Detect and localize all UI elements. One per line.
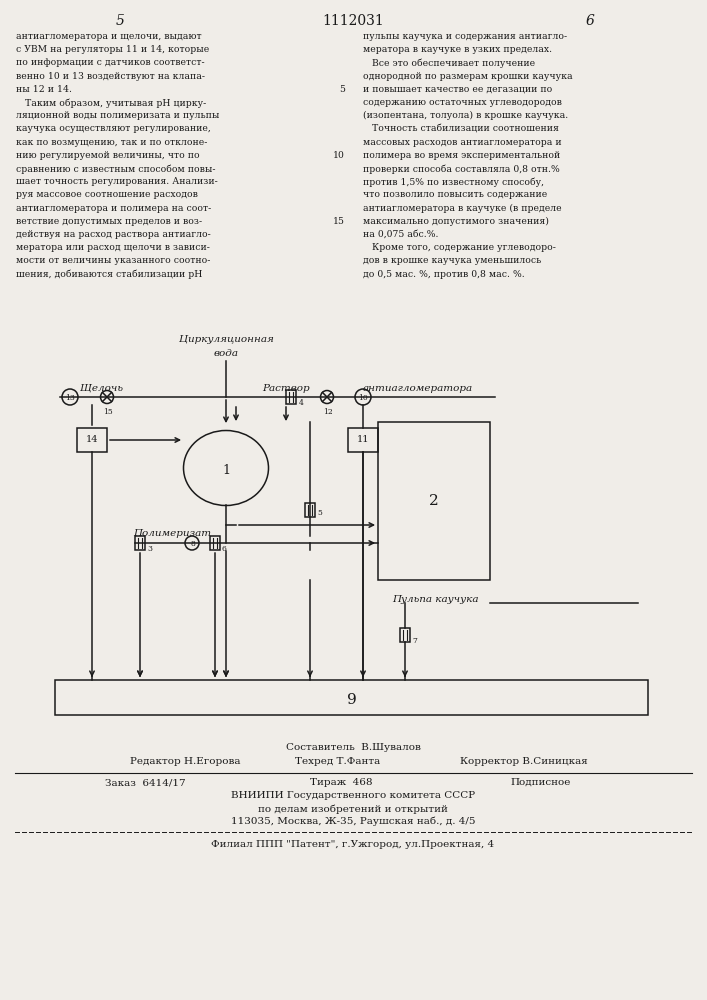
Text: Тираж  468: Тираж 468: [310, 778, 373, 787]
Text: 5: 5: [115, 14, 124, 28]
Text: на 0,075 абс.%.: на 0,075 абс.%.: [363, 230, 438, 239]
Text: венно 10 и 13 воздействуют на клапа-: венно 10 и 13 воздействуют на клапа-: [16, 72, 205, 81]
Text: 6: 6: [585, 14, 595, 28]
Text: 15: 15: [333, 217, 345, 226]
Text: Подписное: Подписное: [510, 778, 571, 787]
Text: (изопентана, толуола) в крошке каучука.: (изопентана, толуола) в крошке каучука.: [363, 111, 568, 120]
Text: вода: вода: [214, 349, 238, 358]
Text: массовых расходов антиагломератора и: массовых расходов антиагломератора и: [363, 138, 561, 147]
Bar: [348, 428, 378, 452]
Text: 4: 4: [299, 399, 304, 407]
Text: Точность стабилизации соотношения: Точность стабилизации соотношения: [363, 124, 559, 133]
Bar: [210, 536, 220, 550]
Bar: [305, 503, 315, 517]
Text: Раствор: Раствор: [262, 384, 310, 393]
Text: Циркуляционная: Циркуляционная: [179, 335, 274, 344]
Text: как по возмущению, так и по отклоне-: как по возмущению, так и по отклоне-: [16, 138, 207, 147]
Text: 15: 15: [103, 408, 113, 416]
Text: ляционной воды полимеризата и пульпы: ляционной воды полимеризата и пульпы: [16, 111, 219, 120]
Text: Полимеризат: Полимеризат: [133, 529, 211, 538]
Text: руя массовое соотношение расходов: руя массовое соотношение расходов: [16, 190, 198, 199]
Text: 6: 6: [222, 545, 227, 553]
Bar: [400, 628, 410, 642]
Text: сравнению с известным способом повы-: сравнению с известным способом повы-: [16, 164, 216, 174]
Text: однородной по размерам крошки каучука: однородной по размерам крошки каучука: [363, 72, 573, 81]
Text: 10: 10: [333, 151, 345, 160]
Text: 11: 11: [357, 436, 369, 444]
Text: пульпы каучука и содержания антиагло-: пульпы каучука и содержания антиагло-: [363, 32, 567, 41]
Text: Пульпа каучука: Пульпа каучука: [392, 595, 478, 604]
Text: 8: 8: [191, 540, 195, 548]
Text: действуя на расход раствора антиагло-: действуя на расход раствора антиагло-: [16, 230, 211, 239]
Text: 7: 7: [412, 637, 417, 645]
Text: и повышает качество ее дегазации по: и повышает качество ее дегазации по: [363, 85, 552, 94]
Text: антиагломератора в каучуке (в пределе: антиагломератора в каучуке (в пределе: [363, 204, 561, 213]
Text: Составитель  В.Шувалов: Составитель В.Шувалов: [286, 743, 421, 752]
Text: Корректор В.Синицкая: Корректор В.Синицкая: [460, 757, 588, 766]
Text: Таким образом, учитывая рН цирку-: Таким образом, учитывая рН цирку-: [16, 98, 206, 107]
Text: шает точность регулирования. Анализи-: шает точность регулирования. Анализи-: [16, 177, 218, 186]
Text: максимально допустимого значения): максимально допустимого значения): [363, 217, 549, 226]
Text: 1: 1: [222, 464, 230, 477]
Text: Заказ  6414/17: Заказ 6414/17: [105, 778, 186, 787]
Text: 9: 9: [346, 692, 356, 706]
Bar: [378, 422, 490, 580]
Text: антиагломератора: антиагломератора: [363, 384, 473, 393]
Text: мератора или расход щелочи в зависи-: мератора или расход щелочи в зависи-: [16, 243, 210, 252]
Text: дов в крошке каучука уменьшилось: дов в крошке каучука уменьшилось: [363, 256, 542, 265]
Text: полимера во время экспериментальной: полимера во время экспериментальной: [363, 151, 560, 160]
Text: 13: 13: [65, 394, 75, 402]
Text: Филиал ППП "Патент", г.Ужгород, ул.Проектная, 4: Филиал ППП "Патент", г.Ужгород, ул.Проек…: [211, 840, 495, 849]
Text: Редактор Н.Егорова: Редактор Н.Егорова: [130, 757, 240, 766]
Text: ветствие допустимых пределов и воз-: ветствие допустимых пределов и воз-: [16, 217, 202, 226]
Text: против 1,5% по известному способу,: против 1,5% по известному способу,: [363, 177, 544, 187]
Bar: [286, 390, 296, 404]
Text: 3: 3: [147, 545, 152, 553]
Text: мератора в каучуке в узких пределах.: мератора в каучуке в узких пределах.: [363, 45, 552, 54]
Text: антиагломератора и полимера на соот-: антиагломератора и полимера на соот-: [16, 204, 211, 213]
Text: проверки способа составляла 0,8 отн.%: проверки способа составляла 0,8 отн.%: [363, 164, 560, 174]
Text: антиагломератора и щелочи, выдают: антиагломератора и щелочи, выдают: [16, 32, 201, 41]
Text: содержанию остаточных углеводородов: содержанию остаточных углеводородов: [363, 98, 562, 107]
Text: по делам изобретений и открытий: по делам изобретений и открытий: [258, 804, 448, 814]
Text: по информации с датчиков соответст-: по информации с датчиков соответст-: [16, 58, 204, 67]
Text: 10: 10: [358, 394, 368, 402]
Text: каучука осуществляют регулирование,: каучука осуществляют регулирование,: [16, 124, 211, 133]
Text: до 0,5 мас. %, против 0,8 мас. %.: до 0,5 мас. %, против 0,8 мас. %.: [363, 270, 525, 279]
Text: что позволило повысить содержание: что позволило повысить содержание: [363, 190, 547, 199]
Text: с УВМ на регуляторы 11 и 14, которые: с УВМ на регуляторы 11 и 14, которые: [16, 45, 209, 54]
Text: ВНИИПИ Государственного комитета СССР: ВНИИПИ Государственного комитета СССР: [231, 791, 475, 800]
Text: ны 12 и 14.: ны 12 и 14.: [16, 85, 72, 94]
Text: Все это обеспечивает получение: Все это обеспечивает получение: [363, 58, 535, 68]
Text: Кроме того, содержание углеводоро-: Кроме того, содержание углеводоро-: [363, 243, 556, 252]
Text: 2: 2: [429, 494, 439, 508]
Text: 12: 12: [323, 408, 333, 416]
Text: Щелочь: Щелочь: [81, 384, 124, 393]
Text: 5: 5: [317, 509, 322, 517]
Text: 5: 5: [339, 85, 345, 94]
Bar: [55, 680, 648, 715]
Text: 14: 14: [86, 436, 98, 444]
Text: шения, добиваются стабилизации рН: шения, добиваются стабилизации рН: [16, 270, 202, 279]
Text: 113035, Москва, Ж-35, Раушская наб., д. 4/5: 113035, Москва, Ж-35, Раушская наб., д. …: [230, 817, 475, 826]
Text: мости от величины указанного соотно-: мости от величины указанного соотно-: [16, 256, 211, 265]
Bar: [77, 428, 107, 452]
Bar: [135, 536, 145, 550]
Text: 1112031: 1112031: [322, 14, 384, 28]
Text: нию регулируемой величины, что по: нию регулируемой величины, что по: [16, 151, 199, 160]
Text: Техред Т.Фанта: Техред Т.Фанта: [295, 757, 380, 766]
